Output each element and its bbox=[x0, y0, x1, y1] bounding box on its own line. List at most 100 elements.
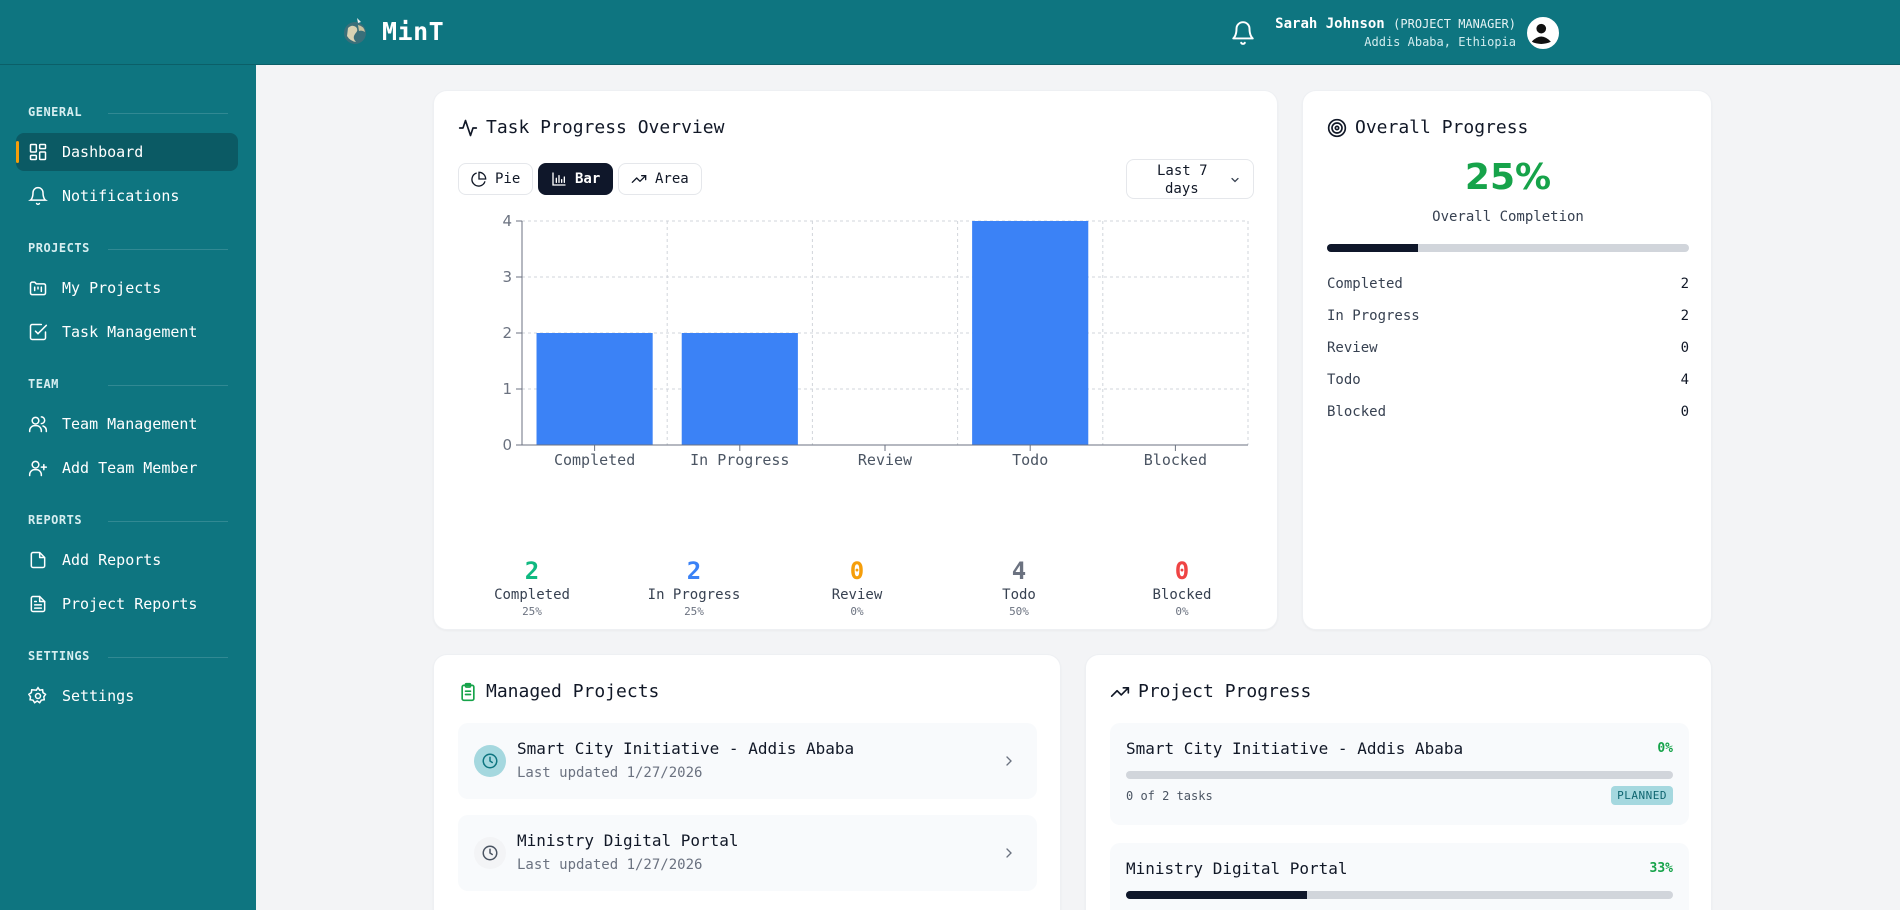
bar-completed bbox=[536, 333, 653, 445]
bar-todo bbox=[972, 221, 1089, 445]
managed-projects-card: Managed Projects Smart City Initiative -… bbox=[433, 654, 1061, 910]
sidebar-item-add-team-member[interactable]: Add Team Member bbox=[16, 449, 238, 487]
overall-progress-title: Overall Progress bbox=[1327, 117, 1528, 138]
divider bbox=[108, 385, 228, 386]
sidebar-item-notifications[interactable]: Notifications bbox=[16, 177, 238, 215]
divider bbox=[108, 521, 228, 522]
sidebar-item-label: Settings bbox=[62, 687, 135, 705]
project-progress-item[interactable]: Smart City Initiative - Addis Ababa 0% 0… bbox=[1110, 723, 1689, 825]
file-icon bbox=[30, 551, 46, 569]
globe-logo-icon bbox=[344, 18, 366, 44]
notification-bell-icon[interactable] bbox=[1230, 20, 1256, 46]
kanban-icon bbox=[29, 281, 47, 296]
sidebar-item-label: Dashboard bbox=[62, 143, 144, 161]
sidebar-item-team-management[interactable]: Team Management bbox=[16, 405, 238, 443]
project-progress-card: Project Progress Smart City Initiative -… bbox=[1085, 654, 1712, 910]
stat-in-progress: 2 In Progress 25% bbox=[624, 557, 764, 618]
overall-row-review: Review 0 bbox=[1327, 340, 1689, 356]
section-team: TEAM bbox=[28, 377, 59, 391]
project-percent: 0% bbox=[1657, 741, 1673, 756]
clock-icon-badge bbox=[474, 837, 506, 869]
dashboard-icon bbox=[29, 143, 47, 161]
project-item[interactable]: Ministry Digital Portal Last updated 1/2… bbox=[458, 815, 1037, 891]
brand[interactable]: MinT bbox=[342, 16, 444, 46]
overall-progress-card: Overall Progress 25% Overall Completion … bbox=[1302, 90, 1712, 630]
stat-percent: 25% bbox=[522, 605, 542, 618]
section-settings: SETTINGS bbox=[28, 649, 90, 663]
x-tick-label: Todo bbox=[1012, 451, 1048, 469]
file-text-icon bbox=[30, 595, 46, 613]
chart-toggle-bar[interactable]: Bar bbox=[538, 163, 614, 195]
sidebar-item-label: Task Management bbox=[62, 323, 198, 341]
overall-subtitle: Overall Completion bbox=[1432, 209, 1584, 225]
section-general: GENERAL bbox=[28, 105, 83, 119]
sidebar-item-task-management[interactable]: Task Management bbox=[16, 313, 238, 351]
stat-label: In Progress bbox=[647, 587, 741, 603]
project-updated: Last updated 1/27/2026 bbox=[517, 765, 703, 781]
user-name: Sarah Johnson bbox=[1275, 16, 1385, 32]
stat-review: 0 Review 0% bbox=[787, 557, 927, 618]
sidebar-item-dashboard[interactable]: Dashboard bbox=[16, 133, 238, 171]
status-badge: PLANNED bbox=[1611, 786, 1673, 805]
user-plus-icon bbox=[28, 460, 48, 477]
app-name: MinT bbox=[382, 16, 445, 46]
divider bbox=[108, 113, 228, 114]
sidebar-item-label: Add Reports bbox=[62, 551, 162, 569]
project-name: Ministry Digital Portal bbox=[1126, 859, 1348, 878]
chart-toggle-pie[interactable]: Pie bbox=[458, 163, 534, 195]
section-projects: PROJECTS bbox=[28, 241, 90, 255]
project-progress-bar bbox=[1126, 891, 1673, 899]
sidebar-item-label: Add Team Member bbox=[62, 459, 198, 477]
clipboard-icon bbox=[461, 682, 475, 701]
task-bar-chart: 0 1 2 3 4 Completed In Progress Review Todo Block… bbox=[502, 212, 1249, 469]
project-percent: 33% bbox=[1649, 861, 1673, 876]
stat-percent: 0% bbox=[850, 605, 864, 618]
sidebar-item-label: Notifications bbox=[62, 187, 180, 205]
y-tick-label: 0 bbox=[502, 436, 512, 454]
x-tick-label: Blocked bbox=[1144, 451, 1207, 469]
y-tick-label: 3 bbox=[502, 268, 512, 286]
date-range-select[interactable]: Last 7 days bbox=[1126, 159, 1254, 199]
task-progress-title: Task Progress Overview bbox=[458, 117, 724, 138]
overall-percent: 25% bbox=[1464, 157, 1552, 198]
sidebar-item-add-reports[interactable]: Add Reports bbox=[16, 541, 238, 579]
target-icon bbox=[1327, 118, 1347, 137]
sidebar-item-settings[interactable]: Settings bbox=[16, 677, 238, 715]
stat-label: Review bbox=[831, 587, 883, 603]
project-name: Smart City Initiative - Addis Ababa bbox=[1126, 739, 1464, 758]
x-tick-label: In Progress bbox=[690, 451, 789, 469]
x-tick-label: Completed bbox=[554, 451, 635, 469]
date-range-line2: days bbox=[1165, 181, 1199, 197]
sidebar-item-label: Team Management bbox=[62, 415, 198, 433]
overall-row-completed: Completed 2 bbox=[1327, 276, 1689, 292]
stat-value: 0 bbox=[849, 557, 865, 585]
y-tick-label: 2 bbox=[502, 324, 512, 342]
user-role: (PROJECT MANAGER) bbox=[1393, 17, 1516, 31]
sidebar-item-project-reports[interactable]: Project Reports bbox=[16, 585, 238, 623]
project-updated: Last updated 1/27/2026 bbox=[517, 857, 703, 873]
project-item[interactable]: Smart City Initiative - Addis Ababa Last… bbox=[458, 723, 1037, 799]
project-name: Smart City Initiative - Addis Ababa bbox=[517, 739, 855, 758]
stat-percent: 25% bbox=[684, 605, 704, 618]
user-avatar-icon bbox=[1529, 19, 1554, 44]
stat-label: Blocked bbox=[1152, 587, 1212, 603]
users-icon bbox=[28, 416, 48, 433]
chart-toggle-area[interactable]: Area bbox=[618, 163, 702, 195]
overall-row-todo: Todo 4 bbox=[1327, 372, 1689, 388]
avatar[interactable] bbox=[1527, 17, 1559, 49]
sidebar-item-my-projects[interactable]: My Projects bbox=[16, 269, 238, 307]
user-info[interactable]: Sarah Johnson (PROJECT MANAGER) Addis Ab… bbox=[1275, 16, 1516, 49]
stat-label: Completed bbox=[494, 587, 570, 603]
stat-value: 4 bbox=[1011, 557, 1027, 585]
overall-row-blocked: Blocked 0 bbox=[1327, 404, 1689, 420]
stat-todo: 4 Todo 50% bbox=[949, 557, 1089, 618]
managed-projects-title: Managed Projects bbox=[458, 681, 659, 702]
pie-chart-icon bbox=[471, 171, 487, 187]
date-range-line1: Last 7 bbox=[1157, 163, 1208, 179]
project-progress-title: Project Progress bbox=[1110, 681, 1311, 702]
chevron-right-icon bbox=[1006, 848, 1012, 858]
project-progress-item[interactable]: Ministry Digital Portal 33% bbox=[1110, 843, 1689, 910]
task-progress-card: Task Progress Overview Pie Bar Area Last… bbox=[433, 90, 1278, 630]
chevron-down-icon bbox=[1231, 177, 1239, 183]
sidebar-item-label: Project Reports bbox=[62, 595, 198, 613]
